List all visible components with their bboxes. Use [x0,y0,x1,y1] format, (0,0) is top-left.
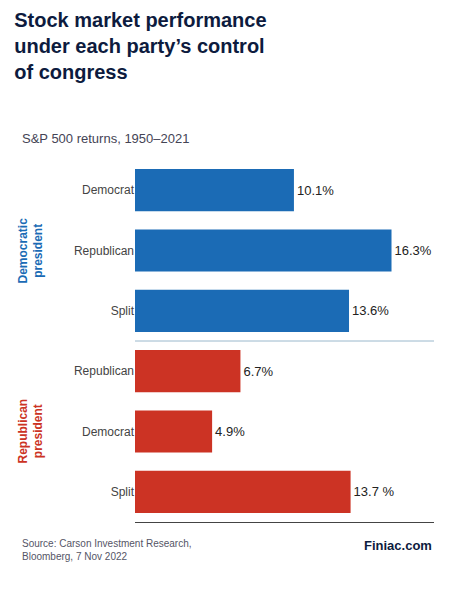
svg-text:Republicanpresident: Republicanpresident [16,399,46,464]
svg-text:13.7 %: 13.7 % [354,484,395,499]
svg-text:Republican: Republican [74,244,134,258]
svg-text:Stock market performanceunder: Stock market performanceunder each party… [14,9,266,83]
svg-text:Source: Carson Investment Rese: Source: Carson Investment Research,Bloom… [22,538,192,562]
svg-text:16.3%: 16.3% [395,243,432,258]
svg-text:Democrat: Democrat [82,425,135,439]
svg-text:Split: Split [111,485,135,499]
svg-text:Democrat: Democrat [82,183,135,197]
svg-text:Democraticpresident: Democraticpresident [16,218,46,284]
svg-text:Split: Split [111,304,135,318]
svg-text:4.9%: 4.9% [215,424,245,439]
svg-text:10.1%: 10.1% [297,183,334,198]
svg-text:Republican: Republican [74,364,134,378]
svg-text:13.6%: 13.6% [352,303,389,318]
svg-text:Finiac.com: Finiac.com [364,538,432,553]
svg-text:6.7%: 6.7% [243,364,273,379]
svg-text:S&P 500 returns, 1950–2021: S&P 500 returns, 1950–2021 [22,131,189,146]
